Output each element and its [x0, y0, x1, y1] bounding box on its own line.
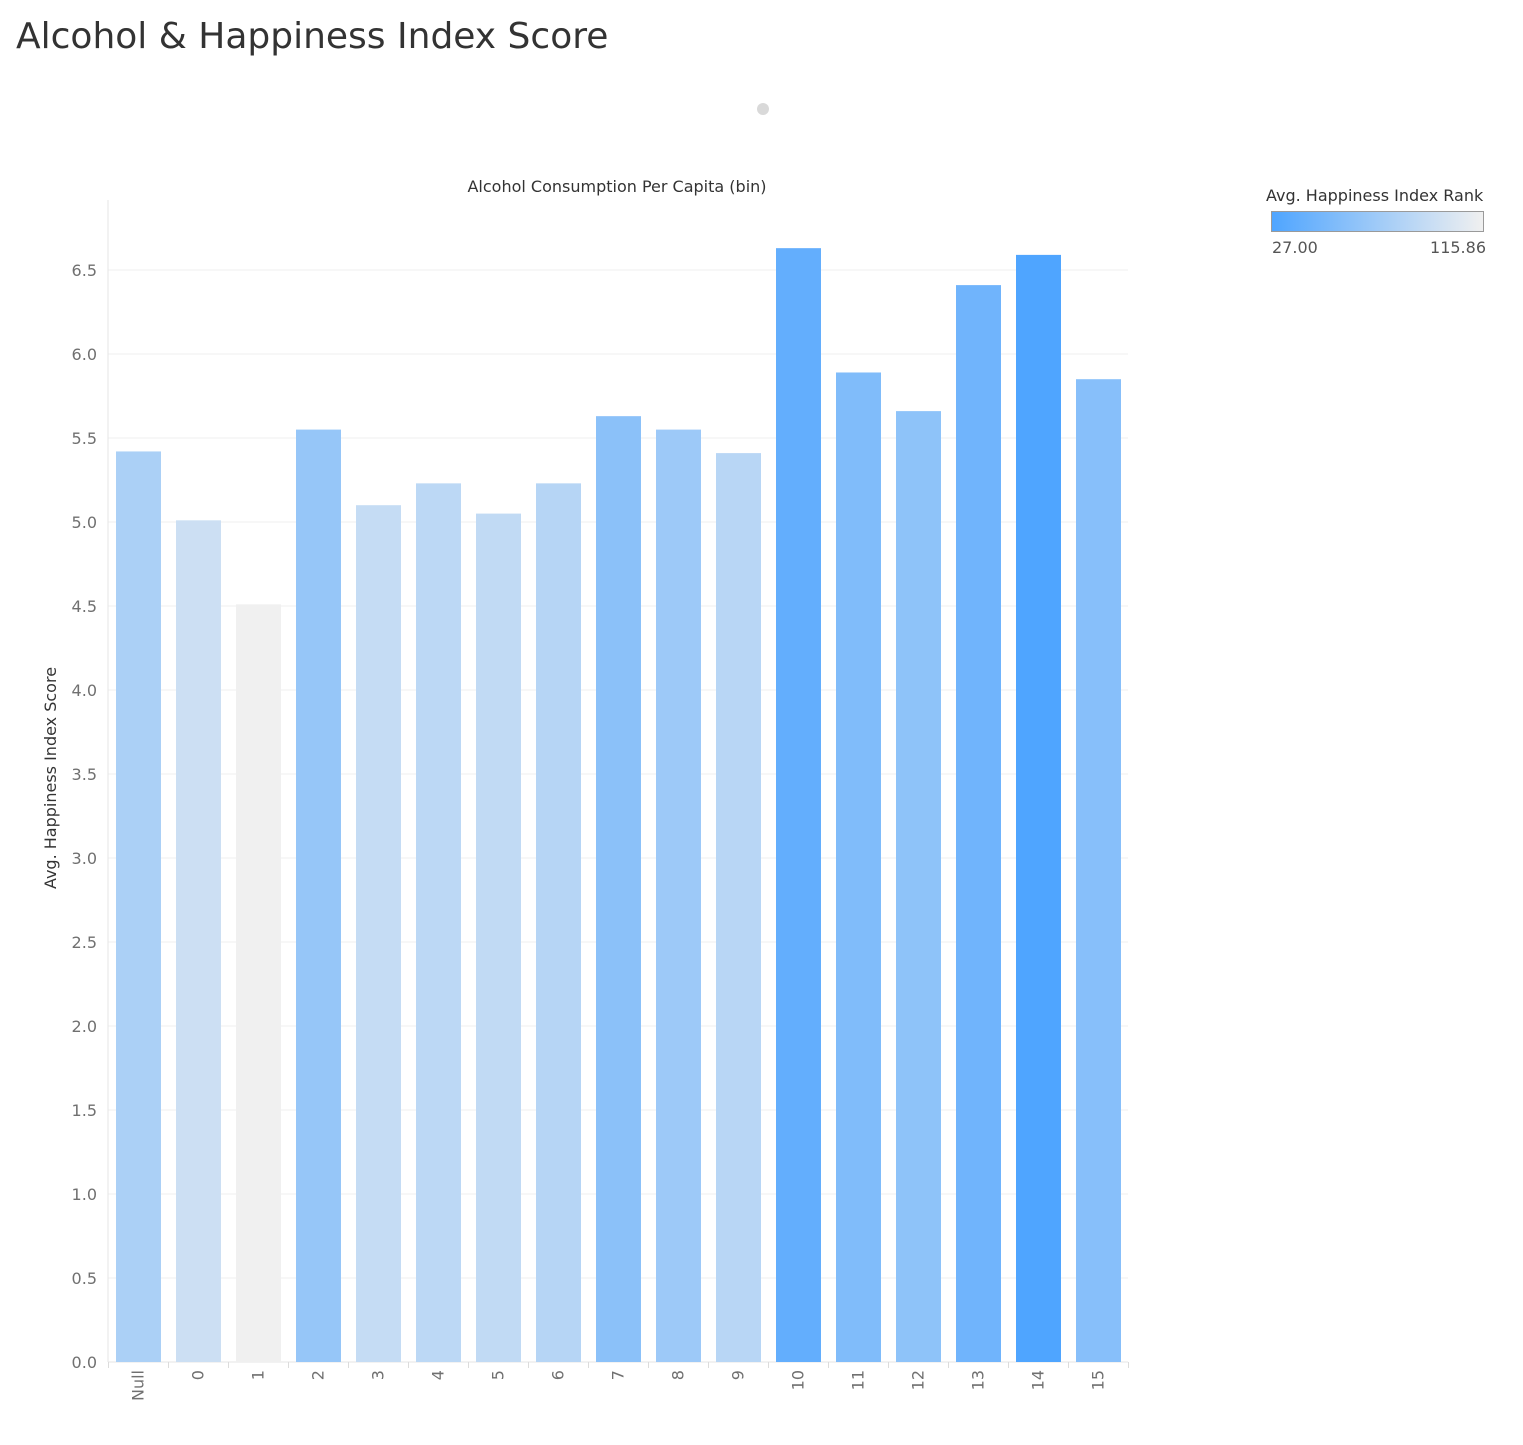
- legend-gradient-bar: [1271, 211, 1484, 232]
- y-tick-label: 6.0: [72, 345, 97, 364]
- legend-title: Avg. Happiness Index Rank: [1266, 186, 1484, 205]
- dashboard-title: Alcohol & Happiness Index Score: [16, 16, 609, 57]
- y-tick-label: 1.5: [72, 1101, 97, 1120]
- bar[interactable]: [656, 429, 701, 1363]
- bar[interactable]: [896, 411, 941, 1362]
- x-tick-label: 2: [309, 1370, 328, 1380]
- bar[interactable]: [716, 453, 761, 1362]
- page-indicator-dot[interactable]: [757, 103, 769, 115]
- y-tick-label: 5.5: [72, 429, 97, 448]
- legend-labels: 27.00 115.86: [1266, 238, 1492, 260]
- legend-max-label: 115.86: [1430, 238, 1486, 257]
- y-tick-label: 3.0: [72, 849, 97, 868]
- bar[interactable]: [296, 429, 341, 1363]
- x-tick-label: 11: [849, 1370, 868, 1390]
- y-axis-title: Avg. Happiness Index Score: [41, 667, 60, 889]
- x-tick-label: 15: [1089, 1370, 1108, 1390]
- x-tick-label: 4: [429, 1370, 448, 1380]
- bar[interactable]: [476, 513, 521, 1362]
- bar[interactable]: [776, 248, 821, 1362]
- x-tick-label: 9: [729, 1370, 748, 1380]
- bars: [116, 248, 1121, 1363]
- y-axis-ticks: 0.0 0.5 1.0 1.5 2.0 2.5 3.0 3.5 4.0 4.5 5.0 5.5 6.0 6…: [72, 261, 97, 1372]
- y-tick-label: 3.5: [72, 765, 97, 784]
- x-axis-ticks: Null 0 1 2 3 4 5 6 7 8 9 10 11 12 13 14 15: [108, 1362, 1129, 1401]
- x-tick-label: 8: [669, 1370, 688, 1380]
- x-tick-label: 10: [789, 1370, 808, 1390]
- y-tick-label: 1.0: [72, 1185, 97, 1204]
- bar[interactable]: [176, 520, 221, 1362]
- y-tick-label: 0.5: [72, 1269, 97, 1288]
- bar[interactable]: [596, 416, 641, 1362]
- bar[interactable]: [836, 372, 881, 1363]
- x-tick-label: 5: [489, 1370, 508, 1380]
- x-tick-label: 1: [249, 1370, 268, 1380]
- x-tick-label: 3: [369, 1370, 388, 1380]
- x-tick-label: 0: [189, 1370, 208, 1380]
- x-tick-label: 13: [969, 1370, 988, 1390]
- x-tick-label: 12: [909, 1370, 928, 1390]
- y-tick-label: 5.0: [72, 513, 97, 532]
- x-tick-label: Null: [129, 1370, 148, 1401]
- y-tick-label: 6.5: [72, 261, 97, 280]
- color-legend: Avg. Happiness Index Rank 27.00 115.86: [1266, 186, 1492, 260]
- y-tick-label: 2.5: [72, 933, 97, 952]
- y-tick-label: 4.5: [72, 597, 97, 616]
- bar[interactable]: [956, 285, 1001, 1362]
- chart-title: Alcohol Consumption Per Capita (bin): [467, 177, 766, 196]
- bar[interactable]: [536, 483, 581, 1362]
- bar[interactable]: [1016, 254, 1061, 1362]
- bar[interactable]: [1076, 379, 1121, 1362]
- bar[interactable]: [416, 483, 461, 1362]
- legend-min-label: 27.00: [1272, 238, 1318, 257]
- x-tick-label: 6: [549, 1370, 568, 1380]
- y-tick-label: 0.0: [72, 1353, 97, 1372]
- x-tick-label: 14: [1029, 1370, 1048, 1390]
- y-tick-label: 4.0: [72, 681, 97, 700]
- x-tick-label: 7: [609, 1370, 628, 1380]
- bar[interactable]: [236, 604, 281, 1362]
- bar[interactable]: [116, 451, 161, 1362]
- bar[interactable]: [356, 505, 401, 1362]
- y-tick-label: 2.0: [72, 1017, 97, 1036]
